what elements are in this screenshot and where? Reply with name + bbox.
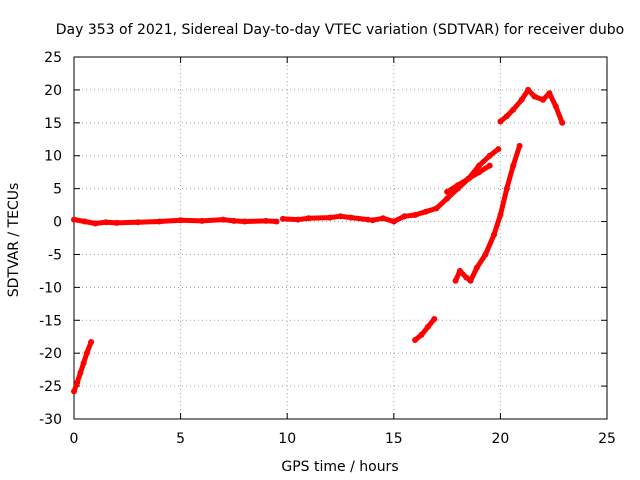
data-point xyxy=(497,118,504,125)
y-tick-label: 15 xyxy=(44,116,62,132)
data-point xyxy=(220,216,227,223)
data-point xyxy=(418,331,425,338)
data-point xyxy=(113,219,120,226)
data-point xyxy=(92,220,99,227)
data-point xyxy=(88,339,95,345)
data-point xyxy=(230,217,237,224)
data-point xyxy=(467,277,474,284)
data-point xyxy=(74,379,81,386)
data-series xyxy=(71,86,566,395)
data-point xyxy=(279,215,286,222)
data-point xyxy=(294,216,301,223)
data-point xyxy=(516,142,523,149)
data-point xyxy=(546,90,553,97)
x-tick-label: 5 xyxy=(176,431,185,447)
plot-frame xyxy=(73,56,608,420)
data-point xyxy=(369,217,376,224)
data-point xyxy=(305,215,312,222)
data-point xyxy=(135,219,141,226)
x-tick-label: 15 xyxy=(385,431,403,447)
y-tick-label: 5 xyxy=(53,182,62,198)
data-point xyxy=(431,316,438,322)
data-point xyxy=(497,212,504,218)
data-point xyxy=(531,93,538,100)
y-tick-label: -15 xyxy=(39,313,62,329)
data-point xyxy=(503,113,510,120)
x-tick-label: 20 xyxy=(491,431,509,447)
chart-title: Day 353 of 2021, Sidereal Day-to-day VTE… xyxy=(56,22,624,38)
x-tick-label: 10 xyxy=(278,431,296,447)
grid xyxy=(74,57,607,419)
data-point xyxy=(390,218,397,225)
data-point xyxy=(103,219,109,226)
x-tick-label: 0 xyxy=(70,431,79,447)
data-point xyxy=(463,274,470,281)
data-point xyxy=(510,106,517,113)
y-tick-label: -5 xyxy=(48,247,62,263)
data-point xyxy=(444,188,451,195)
data-point xyxy=(83,350,90,357)
data-point xyxy=(81,218,88,225)
series-peak xyxy=(497,87,565,126)
data-point xyxy=(198,217,205,224)
data-point xyxy=(273,218,280,225)
data-point xyxy=(424,323,431,330)
y-axis-label: SDTVAR / TECUs xyxy=(6,183,22,298)
data-point xyxy=(476,169,483,176)
x-axis-label: GPS time / hours xyxy=(281,459,398,475)
data-point xyxy=(177,217,184,224)
data-point xyxy=(540,96,546,103)
data-point xyxy=(412,212,419,218)
data-point xyxy=(71,388,77,395)
data-point xyxy=(559,119,566,126)
y-tick-label: -30 xyxy=(39,412,62,428)
data-point xyxy=(552,103,559,110)
axis-ticks: 0 5 10 15 20 25 -30 -25 -20 -15 -10 -5 0 5 10 15 20 25 xyxy=(39,50,616,447)
data-point xyxy=(495,146,502,153)
x-tick-label: 25 xyxy=(598,431,616,447)
data-point xyxy=(80,360,87,367)
data-point xyxy=(456,267,463,274)
data-point xyxy=(486,162,493,169)
y-tick-label: 25 xyxy=(44,50,62,66)
y-tick-label: 10 xyxy=(44,149,62,165)
y-tick-label: -20 xyxy=(39,346,62,362)
data-point xyxy=(473,264,480,271)
data-point xyxy=(454,182,461,189)
data-point xyxy=(510,162,517,169)
data-point xyxy=(518,96,525,103)
data-point xyxy=(433,205,440,212)
data-point xyxy=(465,175,472,182)
data-point xyxy=(525,86,532,93)
y-tick-label: 0 xyxy=(53,215,62,231)
data-point xyxy=(476,162,483,169)
data-point xyxy=(444,195,451,202)
data-point xyxy=(412,337,419,343)
data-point xyxy=(77,369,84,376)
data-point xyxy=(326,214,333,221)
data-point xyxy=(401,213,408,220)
series-late-rise xyxy=(412,316,437,343)
data-point xyxy=(482,251,489,258)
data-point xyxy=(422,208,429,215)
y-tick-label: -25 xyxy=(39,379,62,395)
data-point xyxy=(241,218,248,225)
data-point xyxy=(452,277,459,284)
data-point xyxy=(348,214,355,221)
data-point xyxy=(262,217,269,224)
data-point xyxy=(491,231,497,238)
data-point xyxy=(71,216,77,223)
y-tick-label: -10 xyxy=(39,280,62,296)
data-point xyxy=(486,152,493,159)
data-point xyxy=(156,218,163,225)
y-tick-label: 20 xyxy=(44,83,62,99)
data-point xyxy=(503,185,510,192)
data-point xyxy=(337,213,344,220)
data-point xyxy=(380,215,387,222)
